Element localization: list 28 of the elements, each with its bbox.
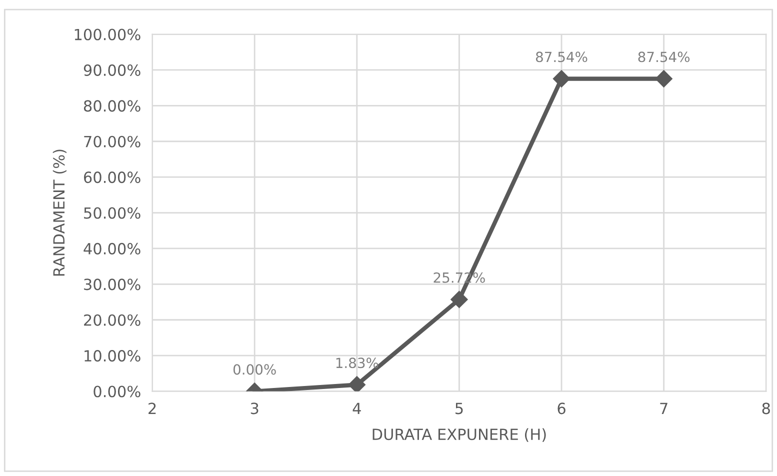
y-tick-label: 30.00% bbox=[84, 278, 140, 290]
point bbox=[552, 70, 570, 88]
y-tick-label: 50.00% bbox=[84, 207, 140, 219]
y-tick-label: 100.00% bbox=[74, 28, 140, 40]
data-label: 87.54% bbox=[638, 52, 690, 62]
data-label: 87.54% bbox=[536, 52, 588, 62]
y-tick-label: 70.00% bbox=[84, 136, 140, 148]
x-tick-label: 6 bbox=[558, 402, 566, 414]
data-label: 1.83% bbox=[336, 358, 378, 368]
x-tick-label: 8 bbox=[762, 402, 770, 414]
y-tick-label: 80.00% bbox=[84, 100, 140, 112]
x-axis-title: DURATA EXPUNERE (H) bbox=[372, 428, 546, 442]
y-tick-label: 40.00% bbox=[84, 242, 140, 254]
x-tick-label: 5 bbox=[456, 402, 463, 414]
point bbox=[348, 376, 366, 392]
x-tick-label: 4 bbox=[352, 402, 361, 414]
y-tick-label: 90.00% bbox=[84, 64, 140, 76]
point bbox=[655, 70, 672, 88]
x-tick-label: 7 bbox=[660, 402, 668, 414]
data-label: 0.00% bbox=[233, 364, 276, 375]
y-tick-label: 20.00% bbox=[84, 314, 140, 326]
x-tick-label: 3 bbox=[250, 402, 258, 414]
point bbox=[450, 290, 468, 308]
y-tick-label: 10.00% bbox=[84, 350, 140, 362]
y-tick-label: 0.00% bbox=[94, 386, 140, 398]
y-axis-title: RANDAMENT (%) bbox=[52, 150, 66, 276]
y-tick-label: 60.00% bbox=[84, 172, 140, 184]
x-tick-label: 2 bbox=[148, 402, 156, 414]
